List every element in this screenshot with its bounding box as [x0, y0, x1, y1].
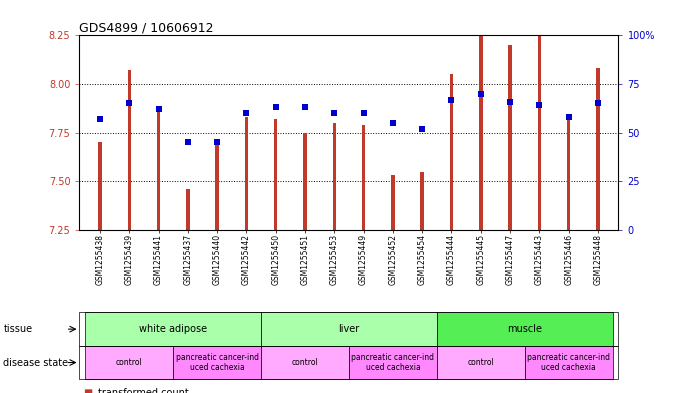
Text: muscle: muscle [507, 324, 542, 334]
Bar [186, 189, 189, 230]
Bar [420, 171, 424, 230]
Point [388, 120, 399, 126]
Text: ■: ■ [83, 388, 92, 393]
Bar [362, 125, 366, 230]
Bar [391, 175, 395, 230]
Point [95, 116, 106, 122]
Point [329, 110, 340, 116]
Bar [596, 68, 600, 230]
Point [182, 139, 193, 145]
Bar [332, 123, 336, 230]
Text: liver: liver [339, 324, 359, 334]
Bar [216, 140, 219, 230]
Point [241, 110, 252, 116]
Point [211, 139, 223, 145]
Text: control: control [116, 358, 142, 367]
Text: control: control [292, 358, 319, 367]
Point [563, 114, 574, 120]
Point [358, 110, 369, 116]
Point [270, 104, 281, 110]
Bar [509, 45, 512, 230]
Bar [245, 117, 248, 230]
Text: pancreatic cancer-ind
uced cachexia: pancreatic cancer-ind uced cachexia [352, 353, 435, 372]
Bar [98, 142, 102, 230]
Point [124, 100, 135, 107]
Bar [303, 132, 307, 230]
Text: control: control [467, 358, 494, 367]
Text: tissue: tissue [3, 324, 32, 334]
Text: white adipose: white adipose [139, 324, 207, 334]
Text: pancreatic cancer-ind
uced cachexia: pancreatic cancer-ind uced cachexia [176, 353, 258, 372]
Bar [538, 35, 541, 230]
Bar [274, 119, 278, 230]
Point [417, 126, 428, 132]
Point [475, 90, 486, 97]
Point [504, 98, 515, 105]
Point [534, 102, 545, 108]
Point [153, 106, 164, 112]
Bar [157, 111, 160, 230]
Bar [450, 74, 453, 230]
Point [592, 100, 603, 107]
Bar [479, 35, 482, 230]
Point [446, 96, 457, 103]
Text: pancreatic cancer-ind
uced cachexia: pancreatic cancer-ind uced cachexia [527, 353, 610, 372]
Point [299, 104, 310, 110]
Text: disease state: disease state [3, 358, 68, 367]
Bar [128, 70, 131, 230]
Text: GDS4899 / 10606912: GDS4899 / 10606912 [79, 21, 214, 34]
Text: transformed count: transformed count [98, 388, 189, 393]
Bar [567, 119, 570, 230]
